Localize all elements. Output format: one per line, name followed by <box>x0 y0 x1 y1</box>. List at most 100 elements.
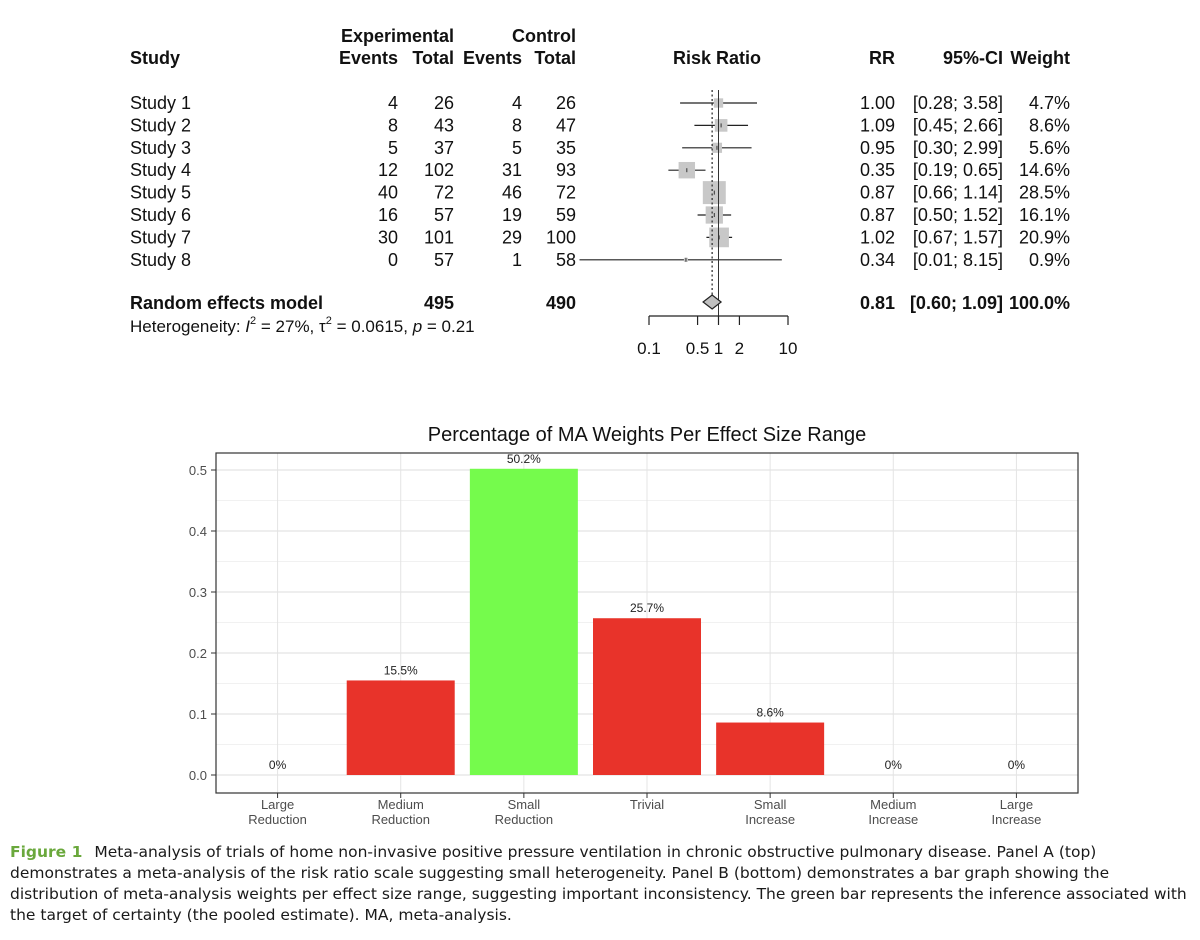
forest-row: Study 1 4 26 4 26 1.00 [0.28; 3.58] 4.7% <box>130 93 1070 113</box>
pooled-exp-total: 495 <box>424 293 454 313</box>
bar-data-label: 25.7% <box>630 601 664 615</box>
study-name: Study 1 <box>130 93 191 113</box>
bar <box>346 680 455 775</box>
forest-tick-label: 0.5 <box>686 339 710 358</box>
ci-value: [0.19; 0.65] <box>913 160 1003 180</box>
y-tick-label: 0.2 <box>189 646 207 661</box>
x-tick-label: Small <box>508 797 541 812</box>
header-weight: Weight <box>1010 48 1070 68</box>
bar-data-label: 8.6% <box>756 706 784 720</box>
study-name: Study 2 <box>130 115 191 135</box>
exp-total: 57 <box>434 250 454 270</box>
exp-total: 43 <box>434 115 454 135</box>
pooled-ci: [0.60; 1.09] <box>910 293 1003 313</box>
ctrl-events: 5 <box>512 138 522 158</box>
rr-value: 1.09 <box>860 115 895 135</box>
figure-caption: Figure 1 Meta-analysis of trials of home … <box>10 842 1195 926</box>
heterogeneity-text: Heterogeneity: I2 = 27%, τ2 = 0.0615, p … <box>130 315 475 336</box>
ci-value: [0.67; 1.57] <box>913 227 1003 247</box>
rr-value: 0.87 <box>860 183 895 203</box>
y-tick-label: 0.4 <box>189 524 207 539</box>
forest-axis: 0.1 0.5 1 2 10 <box>637 315 797 358</box>
bar-chart: Percentage of MA Weights Per Effect Size… <box>189 424 1079 827</box>
bar-data-label: 15.5% <box>384 663 418 677</box>
x-tick-label: Increase <box>745 812 795 827</box>
bar-data-label: 0% <box>1008 758 1026 772</box>
weight-value: 16.1% <box>1019 205 1070 225</box>
pooled-label: Random effects model <box>130 293 323 313</box>
header-control: Control <box>512 26 576 46</box>
weight-value: 0.9% <box>1029 250 1070 270</box>
figure-label: Figure 1 <box>10 843 83 861</box>
bar <box>469 468 578 775</box>
forest-tick-label: 2 <box>735 339 744 358</box>
x-tick-label: Increase <box>991 812 1041 827</box>
study-name: Study 8 <box>130 250 191 270</box>
ci-value: [0.50; 1.52] <box>913 205 1003 225</box>
x-tick-label: Reduction <box>495 812 554 827</box>
header-ci: 95%-CI <box>943 48 1003 68</box>
y-tick-label: 0.1 <box>189 707 207 722</box>
x-tick-label: Trivial <box>630 797 664 812</box>
bar-data-label: 0% <box>269 758 287 772</box>
ctrl-events: 8 <box>512 115 522 135</box>
header-exp-events: Events <box>339 48 398 68</box>
caption-text: Meta-analysis of trials of home non-inva… <box>10 843 1187 924</box>
bar-data-label: 0% <box>885 758 903 772</box>
x-tick-label: Large <box>1000 797 1033 812</box>
study-name: Study 6 <box>130 205 191 225</box>
header-exp-total: Total <box>412 48 454 68</box>
rr-value: 1.02 <box>860 227 895 247</box>
x-tick-label: Medium <box>378 797 424 812</box>
header-study: Study <box>130 48 180 68</box>
x-tick-label: Large <box>261 797 294 812</box>
header-rr: RR <box>869 48 895 68</box>
ctrl-total: 35 <box>556 138 576 158</box>
bar <box>716 722 825 775</box>
forest-row: Study 2 8 43 8 47 1.09 [0.45; 2.66] 8.6% <box>130 115 1070 135</box>
pooled-row: Random effects model 495 490 0.81 [0.60;… <box>130 293 1070 313</box>
forest-row: Study 5 40 72 46 72 0.87 [0.66; 1.14] 28.5% <box>130 183 1070 203</box>
weight-value: 28.5% <box>1019 183 1070 203</box>
exp-total: 101 <box>424 227 454 247</box>
forest-row: Study 4 12 102 31 93 0.35 [0.19; 0.65] 14.6% <box>130 160 1070 180</box>
bar-data-labels: 0% 15.5% 50.2% 25.7% 8.6% 0% 0% <box>269 452 1026 772</box>
forest-plot: Study Experimental Control Events Total … <box>130 26 1070 358</box>
ctrl-total: 93 <box>556 160 576 180</box>
pooled-weight: 100.0% <box>1009 293 1070 313</box>
bar <box>593 618 701 775</box>
pooled-rr: 0.81 <box>860 293 895 313</box>
rr-value: 0.35 <box>860 160 895 180</box>
weight-value: 5.6% <box>1029 138 1070 158</box>
exp-total: 26 <box>434 93 454 113</box>
bar-series <box>346 468 825 775</box>
ctrl-events: 4 <box>512 93 522 113</box>
ctrl-events: 31 <box>502 160 522 180</box>
exp-events: 8 <box>388 115 398 135</box>
ctrl-total: 26 <box>556 93 576 113</box>
bar-data-label: 50.2% <box>507 452 541 466</box>
exp-total: 72 <box>434 183 454 203</box>
exp-events: 16 <box>378 205 398 225</box>
study-name: Study 7 <box>130 227 191 247</box>
ctrl-events: 19 <box>502 205 522 225</box>
ci-value: [0.66; 1.14] <box>913 183 1003 203</box>
forest-rows: Study 1 4 26 4 26 1.00 [0.28; 3.58] 4.7%Study 2… <box>130 93 1070 270</box>
header-ctrl-total: Total <box>534 48 576 68</box>
weight-value: 20.9% <box>1019 227 1070 247</box>
study-name: Study 4 <box>130 160 191 180</box>
study-name: Study 3 <box>130 138 191 158</box>
ctrl-events: 1 <box>512 250 522 270</box>
exp-events: 12 <box>378 160 398 180</box>
forest-row: Study 3 5 37 5 35 0.95 [0.30; 2.99] 5.6% <box>130 138 1070 158</box>
exp-events: 30 <box>378 227 398 247</box>
rr-value: 0.95 <box>860 138 895 158</box>
forest-row: Study 6 16 57 19 59 0.87 [0.50; 1.52] 16.1% <box>130 205 1070 225</box>
rr-value: 0.34 <box>860 250 895 270</box>
ctrl-events: 46 <box>502 183 522 203</box>
exp-total: 37 <box>434 138 454 158</box>
ci-value: [0.01; 8.15] <box>913 250 1003 270</box>
y-tick-label: 0.0 <box>189 768 207 783</box>
forest-headers: Study Experimental Control Events Total … <box>130 26 1070 68</box>
forest-row: Study 7 30 101 29 100 1.02 [0.67; 1.57] 20.9% <box>130 227 1070 247</box>
